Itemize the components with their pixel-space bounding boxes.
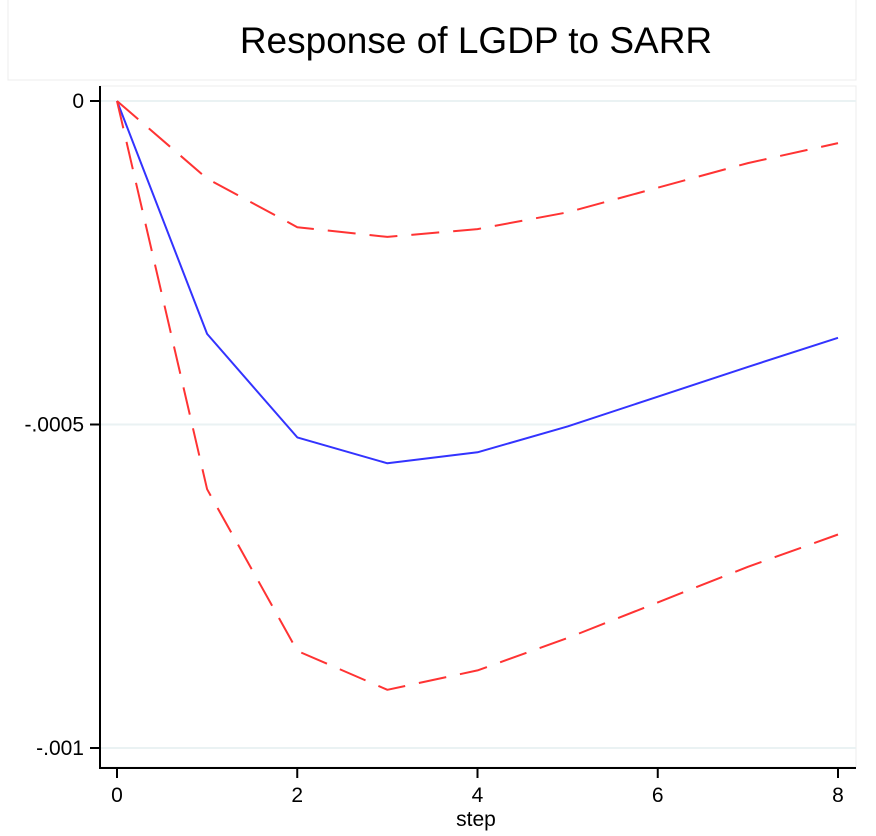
series-layer [116,100,839,691]
grid-lines [101,100,856,749]
x-tick-label-2: 4 [472,784,484,807]
series-line-lower-band [116,100,839,691]
series-line-upper-band [116,100,839,238]
x-tick-label-3: 6 [652,784,664,807]
y-tick-label-2: -.001 [36,737,84,760]
x-tick-label-1: 2 [291,784,303,807]
x-axis-label: step [456,808,496,831]
x-tick-label-4: 8 [832,784,844,807]
y-tick-label-1: -.0005 [24,414,84,437]
x-axis-ticks: 0 2 4 6 8 [111,768,844,807]
chart-title: Response of LGDP to SARR [240,20,712,61]
y-axis-ticks: 0 -.0005 -.001 [24,90,100,760]
title-box [7,0,857,81]
x-tick-label-0: 0 [111,784,123,807]
y-tick-label-0: 0 [72,90,84,113]
series-line-estimate [116,100,839,465]
